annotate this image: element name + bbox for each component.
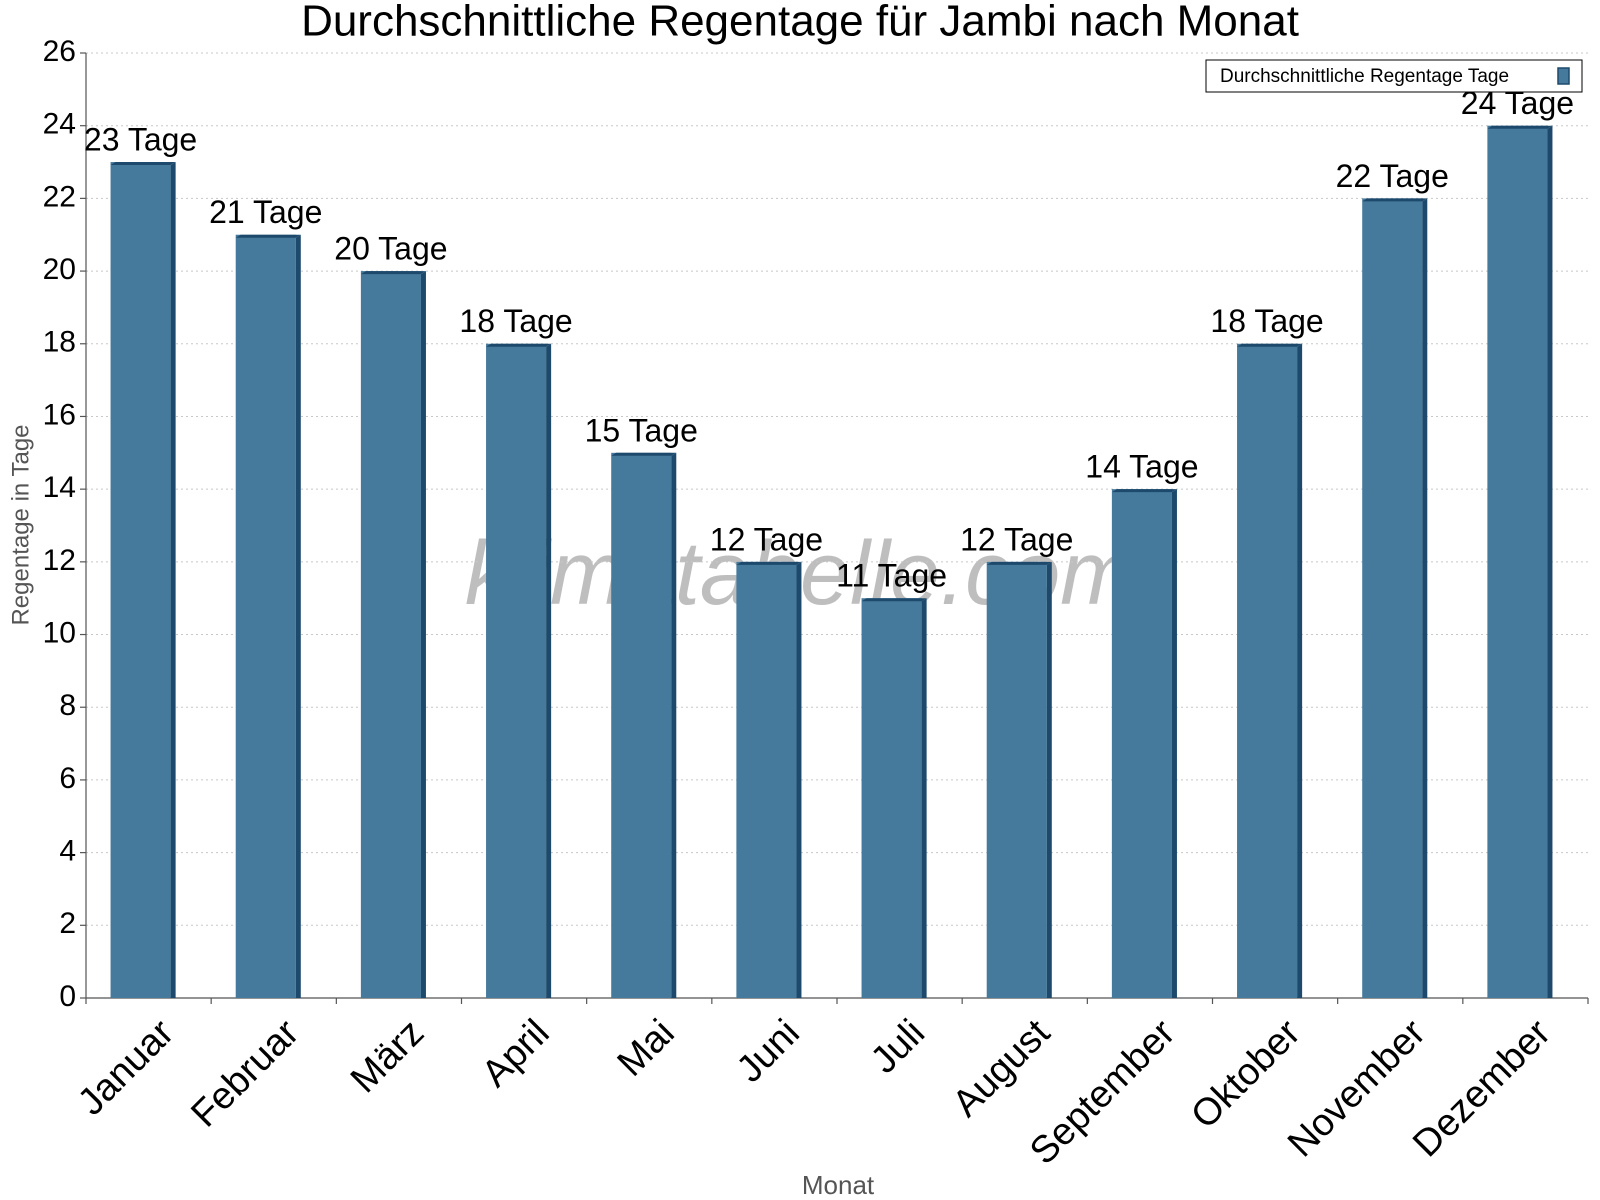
bar-side — [1547, 125, 1553, 998]
y-tick-label: 22 — [43, 180, 76, 213]
x-tick-label: Dezember — [1405, 1012, 1559, 1166]
x-axis-label: Monat — [802, 1170, 875, 1200]
bar — [986, 561, 1047, 998]
bar-side — [796, 561, 802, 998]
bar-top — [861, 598, 927, 602]
x-tick-label: Mai — [610, 1012, 683, 1085]
bar-side — [921, 598, 927, 998]
legend-swatch — [1557, 67, 1570, 85]
value-label: 12 Tage — [960, 521, 1073, 557]
y-tick-label: 0 — [59, 980, 76, 1013]
value-label: 23 Tage — [84, 121, 197, 157]
y-tick-label: 6 — [59, 762, 76, 795]
value-label: 18 Tage — [1210, 303, 1323, 339]
bar — [1487, 125, 1548, 998]
y-tick-label: 12 — [43, 544, 76, 577]
bar-top — [1487, 125, 1553, 129]
y-tick-label: 16 — [43, 398, 76, 431]
bar — [611, 452, 672, 998]
y-tick-label: 26 — [43, 35, 76, 68]
bar-side — [1046, 561, 1052, 998]
y-tick-label: 20 — [43, 253, 76, 286]
value-label: 20 Tage — [334, 231, 447, 267]
value-label: 15 Tage — [585, 412, 698, 448]
bar — [861, 598, 922, 998]
x-tick-label: März — [343, 1012, 432, 1101]
legend-box — [1205, 59, 1583, 93]
bar — [1362, 198, 1423, 998]
bar — [235, 234, 296, 998]
bar-side — [1297, 343, 1303, 998]
bar-side — [170, 162, 176, 999]
bar — [1111, 489, 1172, 998]
bar-top — [486, 343, 552, 347]
y-axis-label: Regentage in Tage — [7, 424, 34, 625]
y-tick-label: 4 — [59, 835, 76, 868]
bar — [1237, 343, 1298, 998]
bar-side — [420, 271, 426, 999]
value-label: 22 Tage — [1336, 158, 1449, 194]
x-tick-label: Oktober — [1183, 1012, 1309, 1138]
bar-top — [611, 452, 677, 456]
x-tick-label: Februar — [183, 1012, 307, 1136]
legend: Durchschnittliche Regentage Tage — [1205, 59, 1583, 93]
bar — [360, 271, 421, 999]
legend-label: Durchschnittliche Regentage Tage — [1220, 66, 1509, 87]
bar — [110, 162, 171, 999]
x-tick-label: Juli — [863, 1012, 933, 1082]
y-tick-label: 8 — [59, 689, 76, 722]
y-tick-label: 18 — [43, 326, 76, 359]
y-tick-label: 10 — [43, 616, 76, 649]
x-tick-label: Juni — [729, 1012, 808, 1091]
bar-top — [736, 561, 802, 565]
bar-side — [295, 234, 301, 998]
bar — [486, 343, 547, 998]
bar-top — [1111, 489, 1177, 493]
y-tick-label: 24 — [43, 108, 76, 141]
value-label: 12 Tage — [710, 521, 823, 557]
bar-top — [360, 271, 426, 275]
bar — [736, 561, 797, 998]
y-tick-label: 2 — [59, 907, 76, 940]
x-tick-label: August — [945, 1011, 1059, 1125]
value-label: 11 Tage — [836, 558, 947, 594]
bar-top — [235, 234, 301, 238]
chart-title: Durchschnittliche Regentage für Jambi na… — [301, 0, 1299, 46]
bar-side — [671, 452, 677, 998]
bar-side — [1171, 489, 1177, 998]
bar-top — [1237, 343, 1303, 347]
y-tick-label: 14 — [43, 471, 76, 504]
bar-top — [986, 561, 1052, 565]
x-tick-label: Januar — [70, 1012, 182, 1124]
bar-top — [110, 162, 176, 166]
value-label: 21 Tage — [209, 194, 322, 230]
bar-side — [1422, 198, 1428, 998]
x-tick-label: April — [474, 1012, 557, 1095]
bar-top — [1362, 198, 1428, 202]
bar-side — [546, 343, 552, 998]
value-label: 18 Tage — [459, 303, 572, 339]
value-label: 14 Tage — [1085, 449, 1198, 485]
